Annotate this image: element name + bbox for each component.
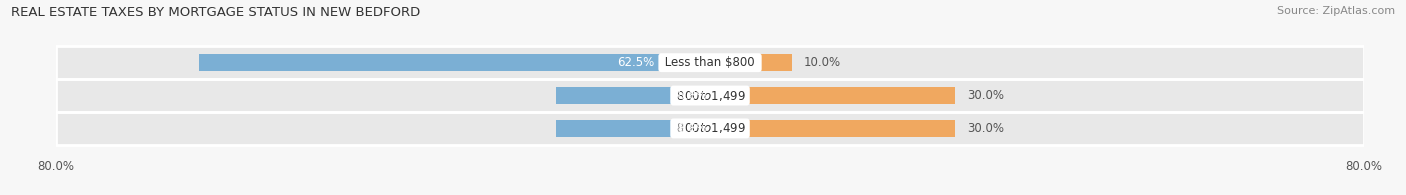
Text: 30.0%: 30.0% <box>967 89 1004 102</box>
Bar <box>56 46 1364 79</box>
Text: Less than $800: Less than $800 <box>661 56 759 69</box>
Text: $800 to $1,499: $800 to $1,499 <box>673 121 747 136</box>
Text: $800 to $1,499: $800 to $1,499 <box>673 89 747 103</box>
Text: 18.8%: 18.8% <box>671 122 707 135</box>
Bar <box>557 87 710 104</box>
Text: 62.5%: 62.5% <box>617 56 654 69</box>
Bar <box>710 87 955 104</box>
Text: Source: ZipAtlas.com: Source: ZipAtlas.com <box>1277 6 1395 16</box>
Bar <box>710 120 955 137</box>
Text: 10.0%: 10.0% <box>804 56 841 69</box>
Bar <box>56 112 1364 145</box>
Bar <box>200 54 710 71</box>
Bar <box>557 120 710 137</box>
Text: 18.8%: 18.8% <box>671 89 707 102</box>
Bar <box>710 54 792 71</box>
Text: 30.0%: 30.0% <box>967 122 1004 135</box>
Bar <box>56 79 1364 112</box>
Text: REAL ESTATE TAXES BY MORTGAGE STATUS IN NEW BEDFORD: REAL ESTATE TAXES BY MORTGAGE STATUS IN … <box>11 6 420 19</box>
